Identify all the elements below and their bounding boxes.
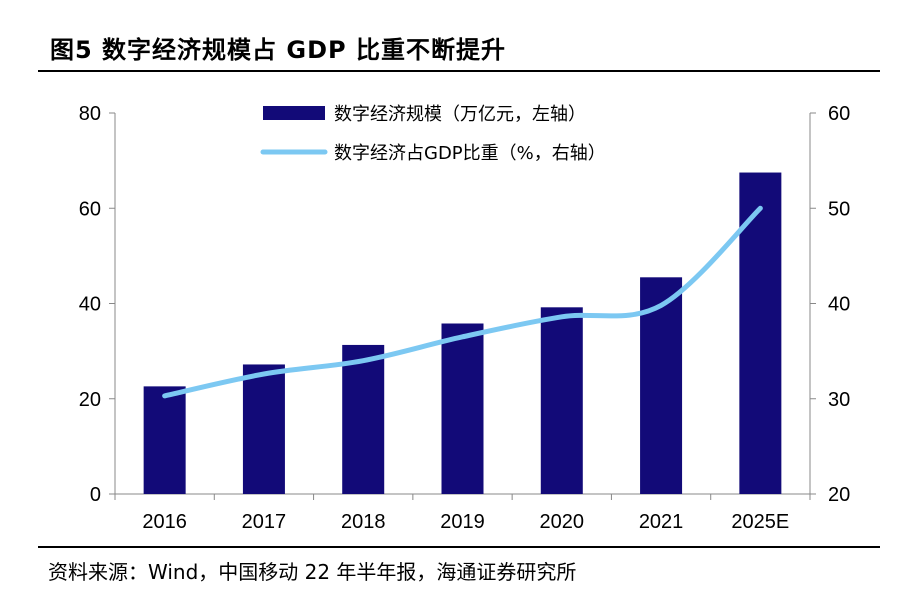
y-left-tick-label: 20: [79, 389, 101, 411]
legend-label-line: 数字经济占GDP比重（%，右轴）: [334, 143, 606, 164]
x-tick-label: 2018: [341, 511, 386, 533]
y-right-tick-label: 60: [828, 103, 850, 125]
bar-series: [143, 172, 782, 494]
line-series: [162, 205, 763, 399]
bar-2017: [242, 364, 285, 494]
chart-area: 0 20 40 60 80 20 30 40 50 60 2016 2017 2018 2019 2020…: [79, 103, 851, 533]
bar-2020: [540, 307, 583, 494]
x-tick-label: 2016: [142, 511, 187, 533]
y-right-tick-label: 50: [828, 198, 850, 220]
legend-swatch-bar: [263, 106, 325, 120]
y-left-tick-label: 40: [79, 294, 101, 316]
x-tick-label: 2019: [440, 511, 485, 533]
source-note: 资料来源：Wind，中国移动 22 年半年报，海通证券研究所: [48, 560, 577, 584]
y-right-tick-label: 20: [828, 484, 850, 506]
legend-label-bar: 数字经济规模（万亿元，左轴）: [334, 104, 586, 125]
y-right-tick-label: 30: [828, 389, 850, 411]
figure-title-bar: 图5 数字经济规模占 GDP 比重不断提升: [38, 22, 880, 68]
legend: 数字经济规模（万亿元，左轴） 数字经济占GDP比重（%，右轴）: [260, 104, 606, 164]
source-divider: [38, 546, 880, 548]
y-left-tick-label: 80: [79, 103, 101, 125]
figure-title: 图5 数字经济规模占 GDP 比重不断提升: [50, 36, 506, 64]
x-axis-ticks: 2016 2017 2018 2019 2020 2021 2025E: [142, 511, 789, 533]
x-tick-label: 2025E: [731, 511, 789, 533]
y-left-tick-label: 0: [90, 484, 101, 506]
chart-axes: 0 20 40 60 80 20 30 40 50 60: [79, 103, 851, 506]
bar-2019: [441, 323, 484, 494]
bar-2016: [143, 386, 186, 494]
x-tick-label: 2020: [540, 511, 585, 533]
bar-2018: [342, 344, 385, 494]
y-left-tick-label: 60: [79, 198, 101, 220]
x-tick-label: 2017: [242, 511, 287, 533]
y-right-tick-label: 40: [828, 294, 850, 316]
title-divider: [38, 70, 880, 72]
x-tick-label: 2021: [639, 511, 684, 533]
